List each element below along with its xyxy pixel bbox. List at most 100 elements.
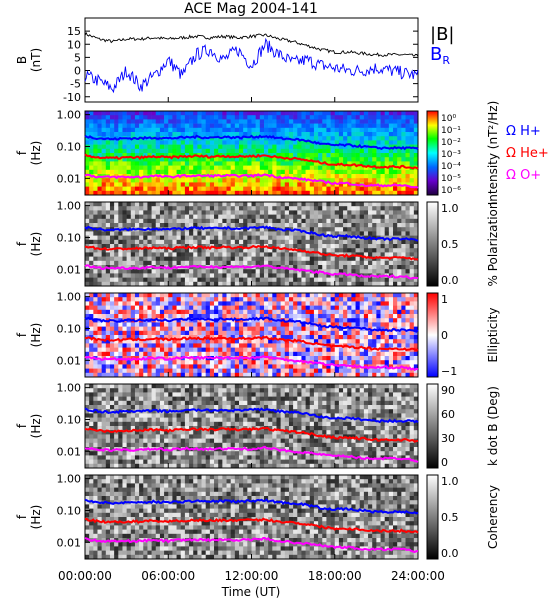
spectrogram-cell	[89, 218, 94, 224]
spectrogram-cell	[330, 368, 336, 374]
spectrogram-cell	[89, 451, 94, 456]
spectrogram-cell	[105, 144, 111, 150]
spectrogram-cell	[176, 140, 182, 145]
spectrogram-cell	[376, 244, 381, 249]
spectrogram-cell	[301, 269, 306, 274]
spectrogram-cell	[268, 127, 273, 133]
spectrogram-cell	[284, 178, 290, 183]
spectrogram-cell	[413, 218, 419, 224]
spectrogram-cell	[413, 157, 419, 162]
spectrogram-cell	[243, 202, 248, 207]
spectrogram-cell	[338, 190, 344, 196]
spectrogram-cell	[130, 343, 136, 348]
spectrogram-cell	[409, 368, 415, 374]
spectrogram-cell	[209, 111, 215, 116]
spectrogram-cell	[230, 157, 236, 162]
spectrogram-cell	[155, 115, 161, 120]
spectrogram-cell	[355, 178, 361, 183]
spectrogram-cell	[159, 277, 165, 283]
spectrogram-cell	[376, 169, 381, 175]
spectrogram-cell	[176, 248, 182, 253]
spectrogram-cell	[89, 132, 94, 137]
spectrogram-cell	[89, 119, 94, 124]
spectrogram-cell	[139, 161, 144, 166]
spectrogram-cell	[384, 256, 390, 262]
spectrogram-cell	[239, 322, 244, 327]
spectrogram-cell	[363, 111, 369, 116]
spectrogram-cell	[405, 214, 410, 220]
spectrogram-cell	[347, 301, 352, 306]
spectrogram-cell	[97, 252, 102, 257]
spectrogram-cell	[297, 273, 302, 278]
spectrogram-cell	[105, 314, 111, 319]
spectrogram-cell	[189, 256, 194, 262]
spectrogram-cell	[372, 297, 377, 302]
spectrogram-cell	[255, 372, 261, 378]
spectrogram-cell	[284, 330, 290, 336]
spectrogram-cell	[401, 305, 406, 311]
spectrogram-cell	[201, 231, 207, 236]
spectrogram-cell	[205, 277, 211, 283]
spectrogram-cell	[105, 182, 111, 187]
spectrogram-cell	[384, 281, 390, 287]
spectrogram-cell	[193, 339, 198, 344]
spectrogram-cell	[313, 326, 319, 332]
spectrogram-cell	[97, 301, 102, 306]
spectrogram-cell	[184, 281, 190, 287]
spectrogram-cell	[322, 244, 327, 249]
spectrogram-cell	[309, 127, 315, 133]
spectrogram-cell	[93, 430, 98, 435]
spectrogram-cell	[247, 161, 252, 166]
spectrogram-cell	[243, 326, 248, 332]
spectrogram-cell	[134, 127, 140, 133]
spectrogram-cell	[247, 309, 252, 315]
spectrogram-cell	[305, 119, 311, 124]
spectrogram-cell	[93, 248, 98, 253]
spectrogram-cell	[322, 293, 327, 298]
spectrogram-cell	[93, 442, 98, 448]
spectrogram-cell	[226, 178, 231, 183]
spectrogram-cell	[85, 182, 90, 187]
spectrogram-cell	[93, 148, 98, 154]
spectrogram-cell	[230, 297, 236, 302]
spectrogram-cell	[247, 186, 252, 192]
spectrogram-cell	[214, 335, 219, 340]
spectrogram-cell	[209, 169, 215, 175]
spectrogram-cell	[368, 281, 373, 287]
spectrogram-cell	[97, 388, 102, 393]
spectrogram-cell	[126, 339, 132, 344]
spectrogram-cell	[234, 248, 240, 253]
spectrogram-cell	[293, 368, 298, 374]
spectrogram-cell	[263, 356, 269, 361]
spectrogram-cell	[413, 186, 419, 192]
spectrogram-cell	[180, 140, 186, 145]
spectrogram-cell	[343, 123, 348, 129]
spectrogram-cell	[309, 339, 315, 344]
spectrogram-cell	[405, 148, 410, 154]
spectrogram-cell	[239, 214, 244, 220]
spectrogram-cell	[359, 186, 365, 192]
spectrogram-cell	[243, 153, 248, 158]
spectrogram-cell	[109, 186, 115, 192]
spectrogram-cell	[209, 119, 215, 124]
spectrogram-cell	[226, 368, 231, 374]
spectrogram-cell	[118, 305, 123, 311]
spectrogram-cell	[147, 161, 152, 166]
spectrogram-cell	[259, 235, 265, 241]
spectrogram-cell	[197, 273, 202, 278]
spectrogram-cell	[89, 202, 94, 207]
spectrogram-cell	[347, 206, 352, 211]
spectrogram-cell	[363, 161, 369, 166]
spectrogram-cell	[139, 202, 144, 207]
spectrogram-cell	[272, 127, 277, 133]
spectrogram-cell	[155, 161, 161, 166]
spectrogram-cell	[268, 330, 273, 336]
spectrogram-cell	[139, 174, 144, 179]
spectrogram-cell	[193, 277, 198, 283]
spectrogram-cell	[155, 309, 161, 315]
spectrogram-cell	[89, 223, 94, 228]
spectrogram-cell	[164, 252, 169, 257]
spectrogram-cell	[284, 231, 290, 236]
spectrogram-cell	[372, 157, 377, 162]
spectrogram-cell	[343, 231, 348, 236]
